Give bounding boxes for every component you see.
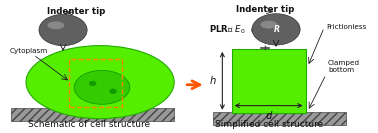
Ellipse shape: [39, 14, 87, 46]
Ellipse shape: [74, 70, 130, 104]
Bar: [11, 108, 174, 121]
Text: Clamped
bottom: Clamped bottom: [328, 60, 360, 73]
Ellipse shape: [109, 89, 117, 94]
Text: Simplified cell structure: Simplified cell structure: [215, 120, 323, 129]
Ellipse shape: [47, 21, 64, 29]
Text: PLR（ $E_0$  $\alpha$ ）: PLR（ $E_0$ $\alpha$ ）: [209, 24, 266, 36]
Ellipse shape: [252, 14, 300, 45]
Bar: [232, 49, 306, 113]
Text: d: d: [265, 111, 272, 121]
Ellipse shape: [260, 21, 277, 29]
Text: h: h: [209, 76, 216, 86]
Bar: [213, 112, 346, 124]
Text: R: R: [274, 25, 280, 34]
Text: Indenter tip: Indenter tip: [236, 5, 294, 14]
Text: Indenter tip: Indenter tip: [47, 7, 105, 16]
Text: Cytoplasm: Cytoplasm: [9, 48, 48, 54]
Ellipse shape: [89, 81, 96, 86]
Bar: [68, 59, 122, 107]
Text: Frictionless: Frictionless: [326, 24, 366, 30]
Text: Schematic of cell structure: Schematic of cell structure: [28, 120, 150, 129]
Ellipse shape: [26, 46, 174, 119]
